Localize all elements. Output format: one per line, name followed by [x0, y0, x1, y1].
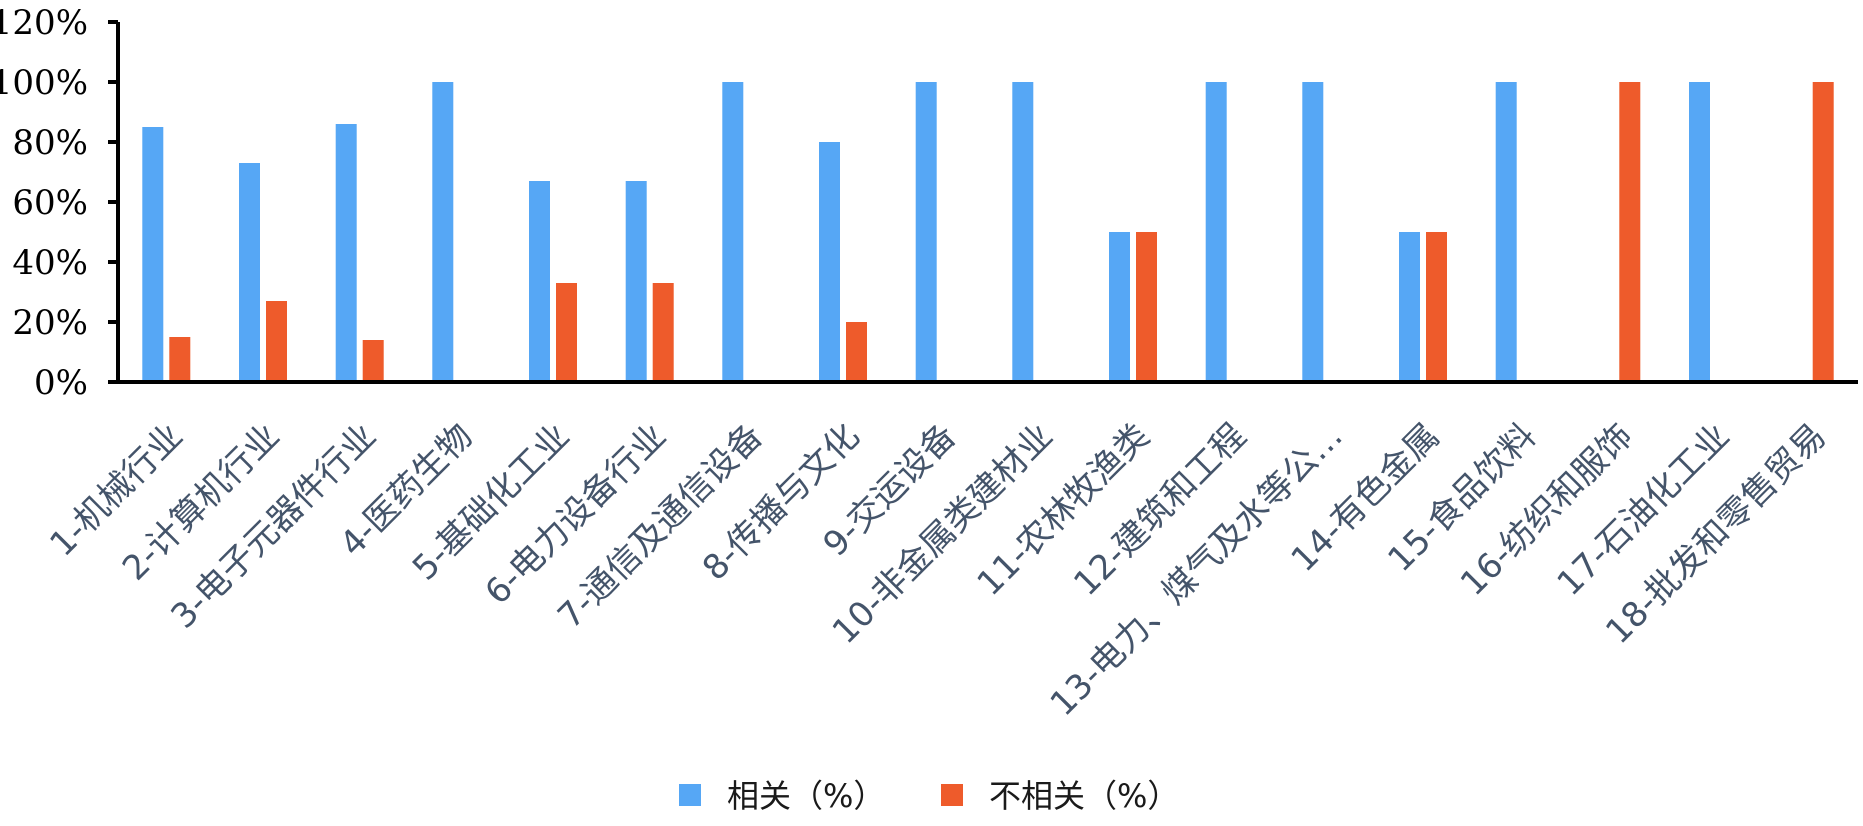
- bar-related: [335, 124, 357, 382]
- legend-swatch: [941, 784, 963, 806]
- legend-label: 相关（%）: [727, 777, 885, 815]
- bars-layer: [142, 82, 1834, 382]
- x-category-label: 11-农林牧渔类: [970, 416, 1158, 604]
- y-tick-label: 120%: [0, 3, 88, 43]
- bar-unrelated: [556, 283, 577, 382]
- bar-unrelated: [1619, 82, 1641, 382]
- bar-related: [722, 82, 744, 382]
- x-axis-category-labels: 1-机械行业2-计算机行业3-电子元器件行业4-医药生物5-基础化工业6-电力设…: [42, 416, 1834, 724]
- bar-related: [1109, 232, 1130, 382]
- y-tick-label: 20%: [12, 303, 88, 343]
- bar-related: [142, 127, 164, 382]
- bar-unrelated: [169, 337, 191, 382]
- y-axis-ticks: 0% 20% 40% 60% 80% 100% 120%: [0, 3, 118, 403]
- bar-unrelated: [652, 283, 674, 382]
- y-tick-label: 40%: [12, 243, 88, 283]
- y-tick-label: 100%: [0, 63, 88, 103]
- x-category-label: 16-纺织和服饰: [1453, 416, 1641, 604]
- bar-related: [529, 181, 550, 382]
- y-tick-label: 80%: [12, 123, 88, 163]
- bar-related: [915, 82, 937, 382]
- bar-related: [1689, 82, 1710, 382]
- bar-unrelated: [1426, 232, 1447, 382]
- x-category-label: 17-石油化工业: [1550, 416, 1738, 604]
- legend-label: 不相关（%）: [989, 777, 1179, 815]
- legend-swatch: [679, 784, 701, 806]
- x-category-label: 12-建筑和工程: [1066, 416, 1254, 604]
- bar-unrelated: [846, 322, 867, 382]
- legend: 相关（%） 不相关（%）: [679, 777, 1179, 815]
- bar-unrelated: [1136, 232, 1157, 382]
- y-tick-label: 0%: [34, 363, 88, 403]
- bar-related: [819, 142, 840, 382]
- bar-related: [432, 82, 454, 382]
- bar-unrelated: [362, 340, 384, 382]
- bar-related: [1495, 82, 1517, 382]
- y-tick-label: 60%: [12, 183, 88, 223]
- bar-unrelated: [1812, 82, 1834, 382]
- bar-unrelated: [266, 301, 287, 382]
- bar-related: [625, 181, 647, 382]
- bar-related: [1399, 232, 1420, 382]
- bar-related: [1012, 82, 1034, 382]
- bar-related: [1302, 82, 1324, 382]
- bar-related: [1205, 82, 1227, 382]
- bar-related: [239, 163, 260, 382]
